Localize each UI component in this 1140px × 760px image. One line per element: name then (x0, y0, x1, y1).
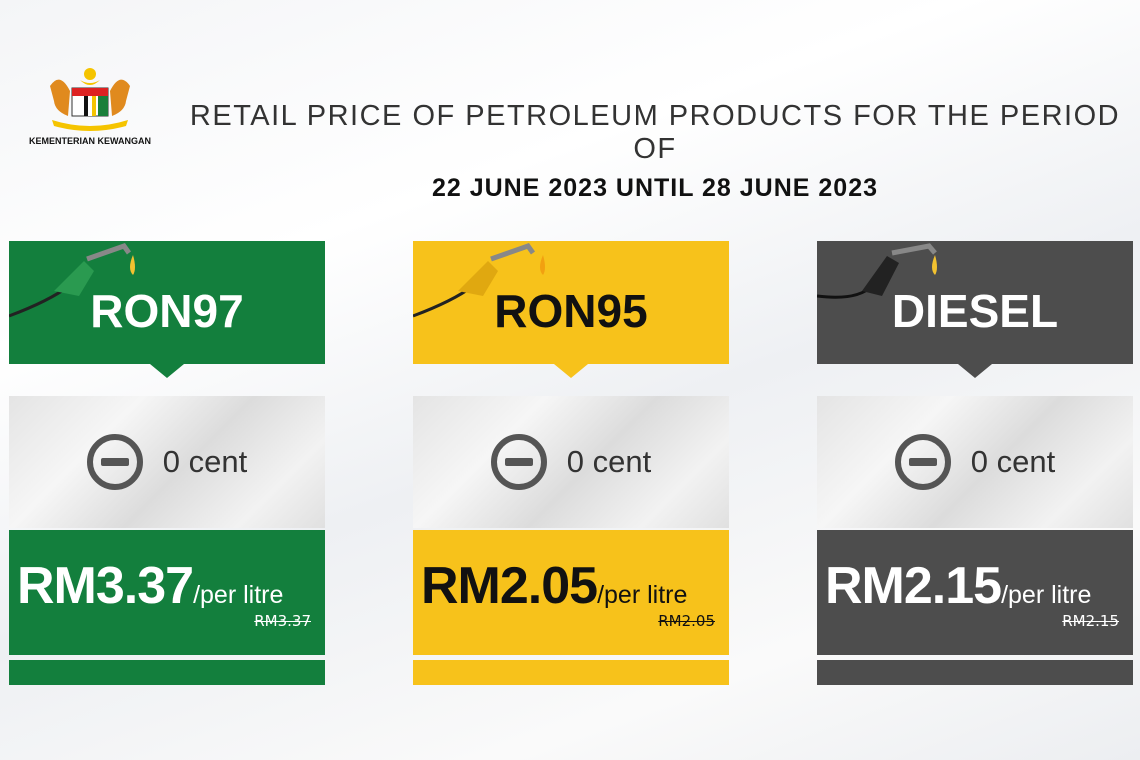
card-ron95: RON95 0 cent RM2.05/per litre RM2.05 (413, 241, 729, 685)
change-value: 0 cent (566, 444, 652, 479)
coat-of-arms-icon (50, 68, 130, 131)
product-name: DIESEL (891, 284, 1059, 337)
card-diesel: DIESEL 0 cent RM2.15/per litre RM2.15 (817, 241, 1133, 685)
footer-bar (413, 660, 729, 685)
product-name: RON97 (90, 284, 244, 337)
product-header: RON97 (9, 241, 325, 378)
previous-price: RM3.37 (254, 612, 311, 630)
minus-circle-icon (490, 434, 547, 490)
price-box: RM2.15/per litre RM2.15 (817, 530, 1133, 655)
fuel-nozzle-icon (413, 243, 545, 318)
price-unit: /per litre (1001, 581, 1092, 609)
product-header: DIESEL (817, 241, 1133, 378)
ministry-name: KEMENTERIAN KEWANGAN (28, 136, 151, 146)
footer-bar (9, 660, 325, 685)
price-unit: /per litre (193, 581, 284, 609)
card-ron97: RON97 0 cent RM3.37/per litre RM3.37 (9, 241, 325, 685)
minus-circle-icon (894, 434, 951, 490)
previous-price: RM2.05 (658, 612, 715, 630)
pointer-arrow (958, 364, 992, 378)
price-change: 0 cent (9, 396, 325, 528)
pointer-arrow (554, 364, 588, 378)
title-period: 22 JUNE 2023 UNTIL 28 JUNE 2023 (431, 174, 879, 202)
price-box: RM3.37/per litre RM3.37 (9, 530, 325, 655)
price-change: 0 cent (413, 396, 729, 528)
pointer-arrow (150, 364, 184, 378)
product-header: RON95 (413, 241, 729, 378)
footer-bar (817, 660, 1133, 685)
current-price: RM3.37 (17, 557, 194, 615)
previous-price: RM2.15 (1062, 612, 1119, 630)
change-value: 0 cent (162, 444, 248, 479)
product-name: RON95 (494, 284, 648, 337)
price-change: 0 cent (817, 396, 1133, 528)
price-box: RM2.05/per litre RM2.05 (413, 530, 729, 655)
fuel-nozzle-icon (817, 243, 937, 299)
price-unit: /per litre (597, 581, 688, 609)
title-line1: RETAIL PRICE OF PETROLEUM PRODUCTS FOR T… (189, 100, 1121, 165)
current-price: RM2.15 (825, 557, 1002, 615)
page-title: RETAIL PRICE OF PETROLEUM PRODUCTS FOR T… (180, 100, 1130, 203)
current-price: RM2.05 (421, 557, 598, 615)
minus-circle-icon (86, 434, 143, 490)
fuel-nozzle-icon (9, 243, 135, 318)
change-value: 0 cent (970, 444, 1056, 479)
ministry-logo: KEMENTERIAN KEWANGAN (20, 66, 160, 146)
